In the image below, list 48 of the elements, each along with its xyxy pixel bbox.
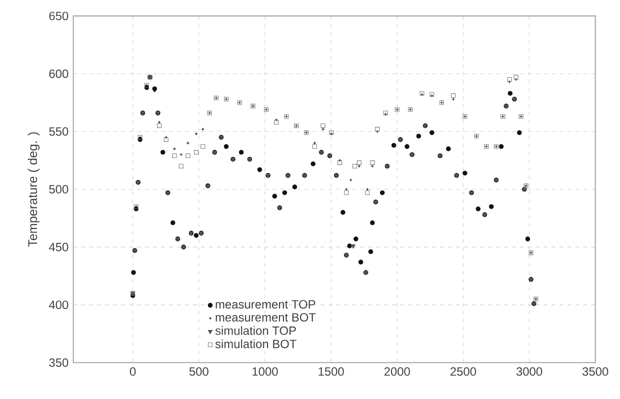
point (349, 178, 352, 182)
point (312, 144, 317, 149)
x-tick-label: 2000 (384, 367, 410, 376)
point (350, 244, 356, 249)
point (370, 160, 375, 165)
point (356, 160, 362, 165)
point (451, 93, 456, 98)
point (344, 190, 349, 195)
point (375, 126, 380, 132)
point (274, 120, 279, 125)
point (200, 144, 206, 149)
point (365, 190, 370, 195)
point (514, 78, 518, 82)
point (172, 147, 176, 150)
y-axis-title: Temperature ( deg. ) (28, 132, 40, 247)
legend-label: measurement TOP (216, 300, 316, 309)
y-tick-label: 500 (49, 185, 68, 194)
point (338, 160, 342, 165)
point (352, 164, 357, 168)
point (156, 123, 162, 128)
legend-label: measurement BOT (216, 313, 316, 322)
x-tick-label: 500 (189, 367, 208, 376)
point (164, 137, 168, 142)
point (514, 74, 518, 80)
point (194, 150, 199, 155)
x-tick-label: 1500 (318, 367, 344, 376)
legend-label: simulation BOT (215, 339, 296, 348)
y-tick-label: 450 (48, 242, 68, 252)
y-tick-label: 650 (49, 12, 68, 20)
x-tick-label: 3000 (516, 367, 542, 376)
point (186, 154, 190, 158)
y-tick-label: 350 (49, 358, 68, 367)
point (172, 154, 177, 158)
x-tick-label: 0 (130, 367, 136, 376)
x-tick-label: 3500 (582, 367, 608, 376)
y-tick-label: 400 (48, 300, 68, 310)
y-tick-label: 600 (49, 69, 68, 78)
point (507, 77, 512, 82)
point (186, 141, 190, 145)
x-tick-label: 2500 (450, 367, 476, 376)
legend-label: simulation TOP (215, 326, 296, 335)
x-tick-label: 1000 (252, 367, 278, 376)
point (153, 89, 156, 93)
point (178, 164, 184, 168)
point (320, 123, 326, 128)
y-tick-label: 550 (49, 127, 68, 136)
point (321, 128, 325, 131)
point (313, 141, 316, 145)
